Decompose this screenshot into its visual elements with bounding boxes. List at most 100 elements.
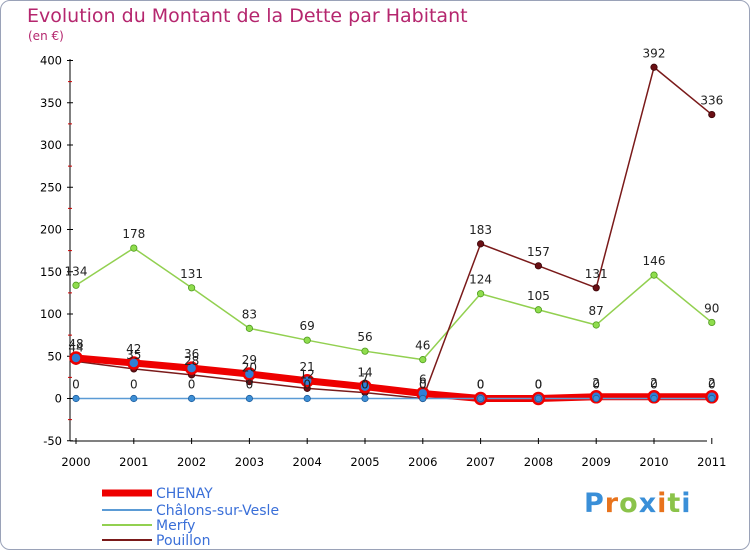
data-point-merfy [303, 336, 311, 344]
logo-letter: i [681, 488, 692, 519]
data-label-ch-lons-sur-vesle: 0 [477, 378, 485, 392]
proxiti-logo: Proxiti [584, 488, 692, 519]
data-point-ch-lons-sur-vesle [72, 394, 80, 403]
data-label-ch-lons-sur-vesle: 0 [592, 378, 600, 392]
data-label-pouillon: 336 [700, 94, 723, 108]
data-label-pouillon: 392 [643, 46, 666, 60]
data-label-chenay: 0 [535, 378, 543, 392]
x-tick-label: 2003 [235, 455, 264, 469]
y-tick-label: -50 [43, 434, 62, 448]
data-label-ch-lons-sur-vesle: 0 [650, 378, 658, 392]
data-label-chenay: 48 [68, 337, 83, 351]
data-label-ch-lons-sur-vesle: 0 [246, 378, 254, 392]
data-label-ch-lons-sur-vesle: 0 [130, 378, 138, 392]
data-label-pouillon: 35 [126, 348, 141, 362]
data-point-merfy [708, 318, 716, 327]
x-tick-label: 2004 [293, 455, 322, 469]
data-label-merfy: 46 [415, 339, 430, 353]
chart-unit: (en €) [28, 29, 64, 43]
y-tick-label: 300 [40, 138, 62, 152]
x-tick-label: 2001 [119, 455, 148, 469]
data-point-ch-lons-sur-vesle [303, 394, 311, 403]
data-point-ch-lons-sur-vesle [476, 394, 485, 403]
data-point-pouillon [534, 262, 543, 270]
chart-title: Evolution du Montant de la Dette par Hab… [27, 5, 468, 27]
data-label-merfy: 87 [589, 304, 604, 318]
x-tick-label: 2007 [466, 455, 495, 469]
data-label-chenay: 21 [300, 360, 315, 374]
data-point-ch-lons-sur-vesle [245, 394, 253, 403]
data-point-ch-lons-sur-vesle [708, 394, 716, 403]
logo-letter: o [619, 488, 639, 519]
data-label-pouillon: 131 [585, 267, 608, 281]
data-label-merfy: 105 [527, 289, 550, 303]
data-point-ch-lons-sur-vesle [419, 394, 427, 403]
data-point-ch-lons-sur-vesle [130, 394, 138, 403]
series-line-pouillon [75, 66, 713, 400]
data-point-merfy [476, 290, 485, 298]
data-point-pouillon [708, 110, 716, 119]
x-tick-label: 2008 [524, 455, 553, 469]
data-label-merfy: 56 [357, 330, 372, 344]
data-label-pouillon: 0 [419, 378, 427, 392]
logo-letter: t [667, 488, 682, 519]
x-tick-label: 2009 [582, 455, 611, 469]
data-point-ch-lons-sur-vesle [534, 394, 543, 403]
data-point-chenay [300, 374, 314, 388]
data-point-chenay [127, 356, 141, 370]
logo-letter: x [638, 488, 658, 519]
data-label-pouillon: 157 [527, 245, 550, 259]
data-point-pouillon [650, 63, 658, 71]
data-label-merfy: 90 [704, 301, 719, 315]
data-point-chenay [242, 367, 257, 381]
legend-label-pouillon: Pouillon [156, 533, 211, 549]
data-point-chenay [69, 351, 83, 365]
data-point-merfy [361, 347, 369, 355]
data-label-chenay: 0 [477, 378, 485, 392]
y-tick-label: 250 [40, 180, 62, 194]
data-point-pouillon [592, 284, 600, 292]
data-label-ch-lons-sur-vesle: 0 [188, 378, 196, 392]
x-tick-label: 2005 [350, 455, 379, 469]
x-tick-label: 2010 [639, 455, 668, 469]
x-tick-label: 2002 [177, 455, 206, 469]
data-point-ch-lons-sur-vesle [650, 394, 658, 403]
data-label-chenay: 2 [650, 376, 658, 390]
logo-letter: r [604, 488, 620, 519]
data-label-merfy: 178 [122, 227, 145, 241]
y-tick-label: 150 [40, 265, 62, 279]
data-label-chenay: 29 [242, 353, 257, 367]
x-tick-label: 2011 [697, 455, 726, 469]
data-point-merfy [650, 271, 658, 279]
data-label-chenay: 2 [592, 376, 600, 390]
y-tick-label: 100 [40, 307, 62, 321]
data-point-merfy [245, 324, 253, 332]
data-label-merfy: 146 [643, 254, 666, 268]
y-tick-label: 200 [40, 223, 62, 237]
series-points [69, 63, 719, 406]
data-label-pouillon: 183 [469, 223, 492, 237]
data-point-ch-lons-sur-vesle [361, 394, 369, 403]
data-label-merfy: 134 [65, 264, 88, 278]
legend-label-merfy: Merfy [156, 518, 195, 534]
data-point-merfy [72, 281, 80, 289]
legend-label-chenay: CHENAY [156, 486, 213, 502]
data-point-pouillon [476, 240, 485, 248]
data-label-pouillon: 28 [184, 354, 199, 368]
logo-letter: P [584, 488, 605, 519]
x-tick-label: 2006 [408, 455, 437, 469]
data-point-merfy [419, 356, 427, 364]
data-label-pouillon: 44 [68, 340, 83, 354]
data-point-ch-lons-sur-vesle [188, 394, 196, 403]
data-point-merfy [534, 306, 543, 314]
data-label-ch-lons-sur-vesle: 0 [303, 378, 311, 392]
data-label-ch-lons-sur-vesle: 0 [419, 378, 427, 392]
data-label-pouillon: 12 [300, 367, 315, 381]
series-line-chenay [72, 354, 716, 402]
series-lines [72, 66, 716, 402]
y-tick-label: 0 [55, 392, 62, 406]
data-label-pouillon: 7 [361, 372, 369, 386]
